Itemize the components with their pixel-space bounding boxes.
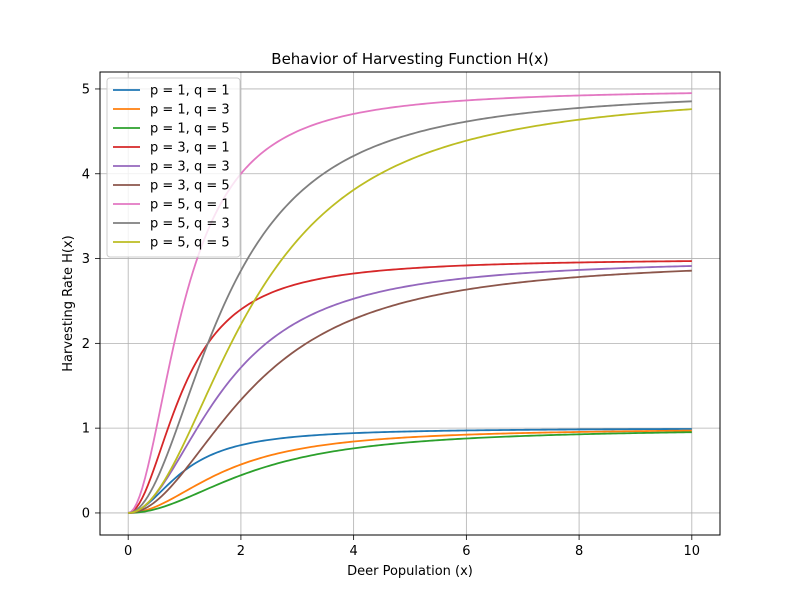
legend-entry: p = 3, q = 1 [150, 141, 230, 156]
x-tick-label: 8 [575, 544, 583, 559]
y-tick-label: 0 [82, 506, 90, 521]
y-tick-label: 5 [82, 82, 90, 97]
legend-entry: p = 5, q = 1 [150, 198, 230, 213]
axis-ticks: 0 2 4 6 8 10 0 1 2 3 4 5 [82, 82, 700, 559]
legend: p = 1, q = 1 p = 1, q = 3 p = 1, q = 5 p = … [106, 77, 241, 258]
y-tick-label: 1 [82, 422, 90, 437]
legend-entry: p = 5, q = 3 [150, 217, 230, 232]
series-line [127, 260, 692, 514]
y-axis-label: Harvesting Rate H(x) [61, 235, 76, 371]
legend-entry: p = 3, q = 5 [150, 179, 230, 194]
x-tick-label: 2 [237, 544, 245, 559]
series-line [128, 428, 692, 514]
legend-entry: p = 1, q = 5 [150, 122, 230, 137]
series-line [128, 265, 692, 514]
legend-entry: p = 3, q = 3 [150, 160, 230, 175]
x-tick-label: 10 [684, 544, 701, 559]
series-line [128, 431, 692, 514]
legend-entry: p = 5, q = 5 [150, 236, 230, 251]
x-tick-label: 0 [124, 544, 132, 559]
legend-entry: p = 1, q = 1 [150, 84, 230, 99]
series-line [128, 108, 692, 514]
series-line [128, 100, 692, 514]
x-axis-label: Deer Population (x) [347, 564, 473, 579]
series-line [128, 429, 692, 514]
y-tick-label: 4 [82, 167, 90, 182]
legend-entry: p = 1, q = 3 [150, 103, 230, 118]
legend-box [106, 77, 241, 258]
y-tick-label: 3 [82, 252, 90, 267]
x-tick-label: 4 [349, 544, 357, 559]
chart-title: Behavior of Harvesting Function H(x) [271, 50, 548, 68]
series-line [128, 269, 692, 514]
plot-frame [99, 71, 721, 536]
x-tick-label: 6 [462, 544, 470, 559]
y-tick-label: 2 [82, 337, 90, 352]
